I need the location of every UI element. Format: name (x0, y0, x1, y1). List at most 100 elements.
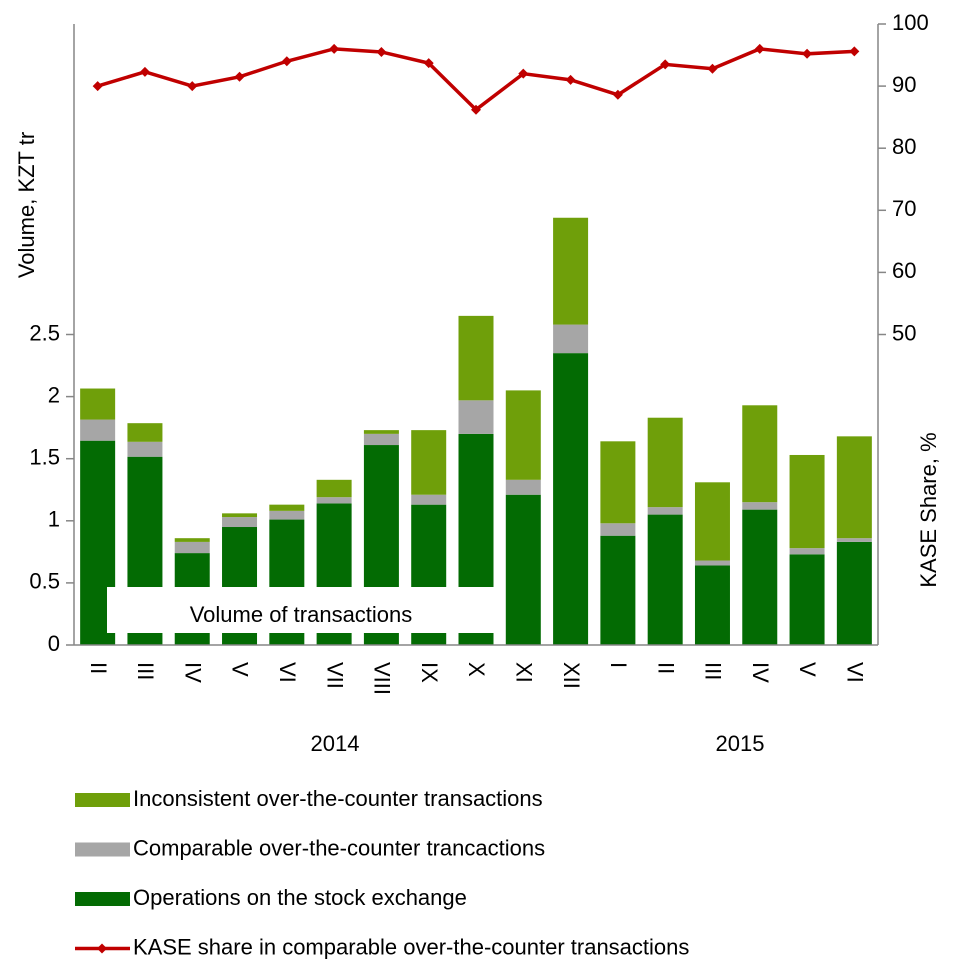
bar-segment (742, 509, 778, 645)
bar-segment (127, 441, 163, 457)
x-tick-label: II (86, 662, 111, 674)
bar-segment (647, 514, 683, 645)
bar-segment (269, 504, 305, 511)
x-tick-label: VI (843, 662, 868, 683)
line-marker (376, 46, 387, 57)
legend-marker (97, 943, 107, 954)
x-tick-label: IX (417, 662, 442, 683)
y2-tick-label: 80 (892, 134, 916, 159)
bar-segment (742, 405, 778, 503)
x-tick-label: III (701, 662, 726, 680)
legend-label: Inconsistent over-the-counter transactio… (133, 786, 543, 811)
y-axis-title: Volume, KZT tr (14, 132, 39, 278)
bar-segment (269, 510, 305, 520)
x-tick-label: VIII (370, 662, 395, 695)
line-marker (329, 43, 340, 54)
year-label: 2015 (716, 731, 765, 756)
line-marker (565, 74, 576, 85)
line-marker (281, 56, 292, 67)
x-tick-label: VI (275, 662, 300, 683)
y-tick-label: 0 (48, 631, 60, 656)
legend-item: Operations on the stock exchange (75, 885, 467, 910)
x-tick-label: III (133, 662, 158, 680)
y2-tick-label: 50 (892, 320, 916, 345)
line-marker (187, 81, 198, 92)
y2-tick-label: 100 (892, 10, 929, 35)
bar-segment (789, 548, 825, 555)
y2-axis-title: KASE Share, % (916, 432, 941, 587)
bar-segment (458, 315, 494, 401)
bar-segment (600, 523, 636, 536)
bar-segment (742, 502, 778, 510)
bar-segment (789, 454, 825, 549)
line (97, 47, 855, 113)
line-marker (849, 46, 860, 57)
bar-segment (80, 419, 116, 441)
bar-segment (411, 430, 447, 495)
legend-swatch (75, 842, 130, 857)
y-tick-label: 2 (48, 382, 60, 407)
line-marker (754, 43, 765, 54)
bar-segment (222, 517, 258, 528)
bar-segment (789, 554, 825, 645)
x-tick-label: IV (180, 662, 205, 683)
y-tick-label: 1.5 (29, 445, 60, 470)
bar-segment (127, 423, 163, 442)
bar-segment (411, 494, 447, 505)
bar-segment (694, 560, 730, 566)
line-marker (423, 58, 434, 69)
year-label: 2014 (311, 731, 360, 756)
legend-label: Operations on the stock exchange (133, 885, 467, 910)
line-marker (802, 48, 813, 59)
line-marker (612, 89, 623, 100)
bar-segment (363, 433, 399, 446)
bar-segment (174, 541, 210, 554)
y2-tick-label: 60 (892, 258, 916, 283)
y-tick-label: 1 (48, 507, 60, 532)
bar-segment (174, 538, 210, 542)
bar-segment (505, 479, 541, 495)
bar-segment (363, 430, 399, 434)
bar-segment (553, 353, 589, 645)
x-tick-label: XI (511, 662, 536, 683)
legend-swatch (75, 793, 130, 807)
line-marker (234, 71, 245, 82)
annotation: Volume of transactions (190, 602, 413, 627)
y-tick-label: 0.5 (29, 569, 60, 594)
legend-item: Inconsistent over-the-counter transactio… (75, 786, 543, 811)
bar-segment (694, 565, 730, 645)
bar-segment (505, 390, 541, 480)
legend-label: Comparable over-the-counter trancactions (133, 835, 545, 860)
bar-segment (694, 482, 730, 561)
bar-segment (505, 494, 541, 645)
bar-segment (458, 400, 494, 434)
bar-segment (316, 497, 352, 504)
line-marker (92, 81, 103, 92)
x-tick-label: V (228, 662, 253, 677)
legend-item: KASE share in comparable over-the-counte… (75, 934, 689, 959)
bar-segment (553, 217, 589, 325)
y2-tick-label: 70 (892, 196, 916, 221)
bar-segment (80, 388, 116, 420)
legend-item: Comparable over-the-counter trancactions (75, 835, 545, 860)
bar-segment (553, 324, 589, 354)
bar-segment (647, 417, 683, 508)
annotation-box (107, 587, 495, 633)
bar-segment (836, 541, 872, 645)
y-tick-label: 2.5 (29, 320, 60, 345)
line-marker (471, 104, 481, 115)
bar-segment (600, 535, 636, 645)
x-tick-label: V (795, 662, 820, 677)
legend-label: KASE share in comparable over-the-counte… (133, 934, 689, 959)
bar-segment (836, 436, 872, 539)
x-tick-label: I (606, 662, 631, 668)
y2-tick-label: 90 (892, 72, 916, 97)
bar-segment (316, 479, 352, 498)
line-marker (518, 68, 529, 79)
x-tick-label: II (653, 662, 678, 674)
x-tick-label: VII (322, 662, 347, 689)
bar-segment (222, 513, 258, 518)
line-marker (139, 66, 150, 77)
bar-segment (836, 538, 872, 542)
